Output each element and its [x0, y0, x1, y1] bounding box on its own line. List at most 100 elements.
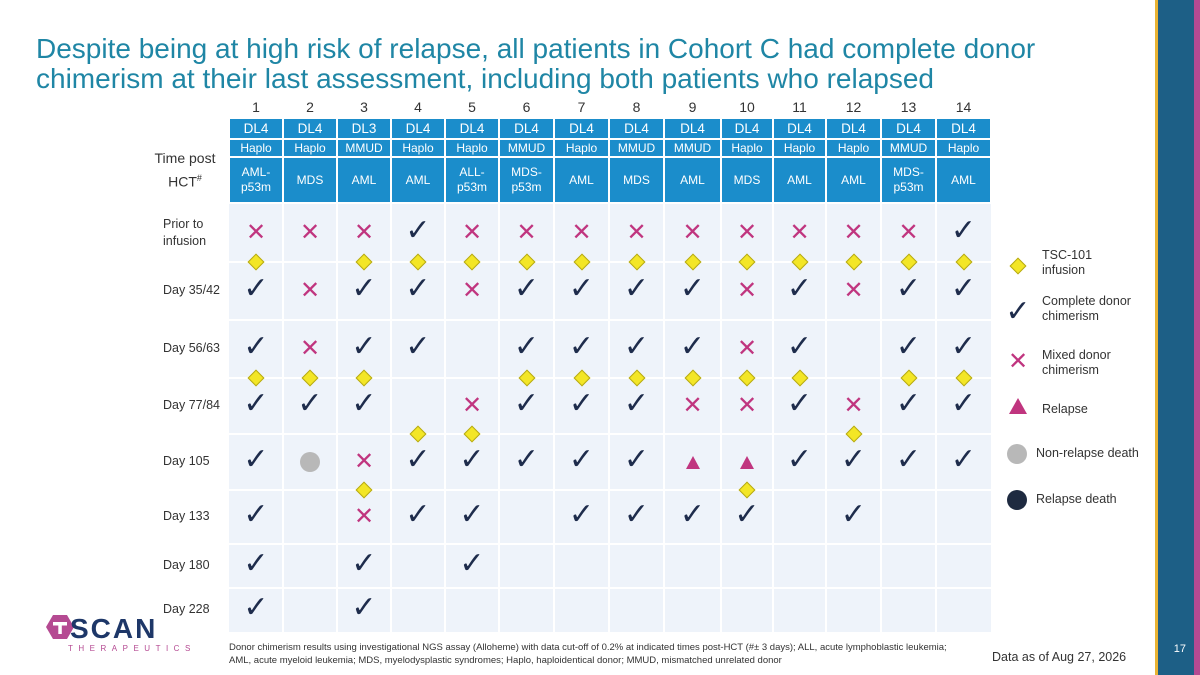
grid-row-line	[229, 543, 991, 545]
check-mark: ✓	[297, 386, 323, 421]
cross-mark: ✕	[353, 218, 375, 246]
check-mark: ✓	[950, 386, 977, 421]
logo-subtitle: THERAPEUTICS	[68, 644, 196, 653]
infusion-diamond	[683, 368, 703, 388]
check-mark: ✓	[513, 271, 540, 306]
donor-type: MMUD	[500, 140, 553, 156]
donor-type: MMUD	[338, 140, 390, 156]
check-mark: ✓	[840, 442, 867, 477]
infusion-diamond	[354, 480, 374, 500]
accent-stripe-gold	[1155, 0, 1158, 675]
cross-mark: ✕	[736, 391, 758, 419]
grid-row-line	[229, 319, 991, 321]
check-mark: ✓	[351, 329, 377, 364]
check-mark: ✓	[513, 442, 540, 477]
diagnosis: AML	[827, 158, 880, 202]
diagnosis: ALL- p53m	[446, 158, 498, 202]
cross-mark: ✕	[299, 276, 321, 304]
timepoint-label: Day 77/84	[163, 398, 220, 412]
check-mark: ✓	[786, 386, 813, 421]
infusion-diamond	[737, 480, 757, 500]
diagnosis: MDS	[284, 158, 336, 202]
dose-level: DL4	[230, 119, 282, 138]
diagnosis: MDS	[610, 158, 663, 202]
check-mark: ✓	[568, 497, 595, 532]
infusion-diamond	[627, 252, 647, 272]
infusion-diamond	[790, 368, 810, 388]
grid-row-line	[229, 377, 991, 379]
dose-level: DL4	[446, 119, 498, 138]
grid-row-line	[229, 433, 991, 435]
infusion-diamond	[899, 368, 919, 388]
cross-mark: ✕	[353, 447, 375, 475]
check-mark: ✓	[243, 546, 269, 581]
legend-grey-circle-icon	[1006, 443, 1028, 465]
grid-row-line	[229, 489, 991, 491]
check-mark: ✓	[243, 329, 269, 364]
cross-mark: ✕	[571, 218, 592, 246]
donor-type: Haplo	[555, 140, 608, 156]
dose-level: DL4	[392, 119, 444, 138]
cross-mark: ✕	[736, 218, 758, 246]
dose-level: DL3	[338, 119, 390, 138]
timepoint-label: Day 35/42	[163, 283, 220, 297]
diagnosis: AML	[338, 158, 390, 202]
donor-type: MMUD	[882, 140, 935, 156]
cross-mark: ✕	[461, 276, 483, 304]
slide-title: Despite being at high risk of relapse, a…	[36, 33, 1036, 94]
cross-mark: ✕	[461, 218, 483, 246]
check-mark: ✓	[786, 271, 813, 306]
infusion-diamond	[627, 368, 647, 388]
check-mark: ✓	[405, 497, 431, 532]
legend-nonrelapse-death: Non-relapse death	[1036, 446, 1139, 460]
patient-number: 10	[739, 99, 755, 115]
infusion-diamond	[790, 252, 810, 272]
legend-diamond-icon	[1008, 256, 1028, 276]
donor-type: MMUD	[610, 140, 663, 156]
grid-col-line	[444, 204, 446, 632]
check-mark: ✓	[405, 271, 431, 306]
check-mark: ✓	[950, 442, 977, 477]
legend-dark-circle-icon	[1006, 489, 1028, 511]
cross-mark: ✕	[736, 276, 758, 304]
check-mark: ✓	[679, 329, 706, 364]
check-mark: ✓	[623, 497, 650, 532]
check-mark: ✓	[679, 497, 706, 532]
grid-col-line	[720, 204, 722, 632]
grid-row-line	[229, 261, 991, 263]
check-mark: ✓	[459, 442, 485, 477]
cross-mark: ✕	[682, 391, 703, 419]
legend-complete: Complete donor chimerism	[1042, 294, 1131, 323]
timepoint-label: Day 56/63	[163, 341, 220, 355]
infusion-diamond	[408, 252, 428, 272]
check-mark: ✓	[679, 271, 706, 306]
infusion-diamond	[844, 424, 864, 444]
legend-check-icon: ✓	[1005, 294, 1031, 329]
page-number: 17	[1173, 643, 1186, 655]
cross-mark: ✕	[353, 502, 375, 530]
row-header: Time post HCT#	[140, 148, 230, 192]
donor-type: Haplo	[827, 140, 880, 156]
check-mark: ✓	[513, 386, 540, 421]
cross-mark: ✕	[245, 218, 267, 246]
check-mark: ✓	[950, 329, 977, 364]
row-header-text: Time post HCT	[154, 150, 216, 190]
timepoint-label: Day 180	[163, 558, 210, 572]
check-mark: ✓	[405, 213, 431, 248]
cross-mark: ✕	[736, 334, 758, 362]
check-mark: ✓	[513, 329, 540, 364]
grid-col-line	[498, 204, 500, 632]
infusion-diamond	[246, 252, 266, 272]
infusion-diamond	[572, 252, 592, 272]
check-mark: ✓	[895, 442, 922, 477]
cross-mark: ✕	[843, 276, 864, 304]
patient-number: 2	[306, 99, 314, 115]
infusion-diamond	[408, 424, 428, 444]
check-mark: ✓	[405, 329, 431, 364]
infusion-diamond	[300, 368, 320, 388]
infusion-diamond	[844, 252, 864, 272]
check-mark: ✓	[243, 590, 269, 625]
patient-number: 8	[632, 99, 641, 115]
grid-col-line	[390, 204, 392, 632]
check-mark: ✓	[840, 497, 867, 532]
